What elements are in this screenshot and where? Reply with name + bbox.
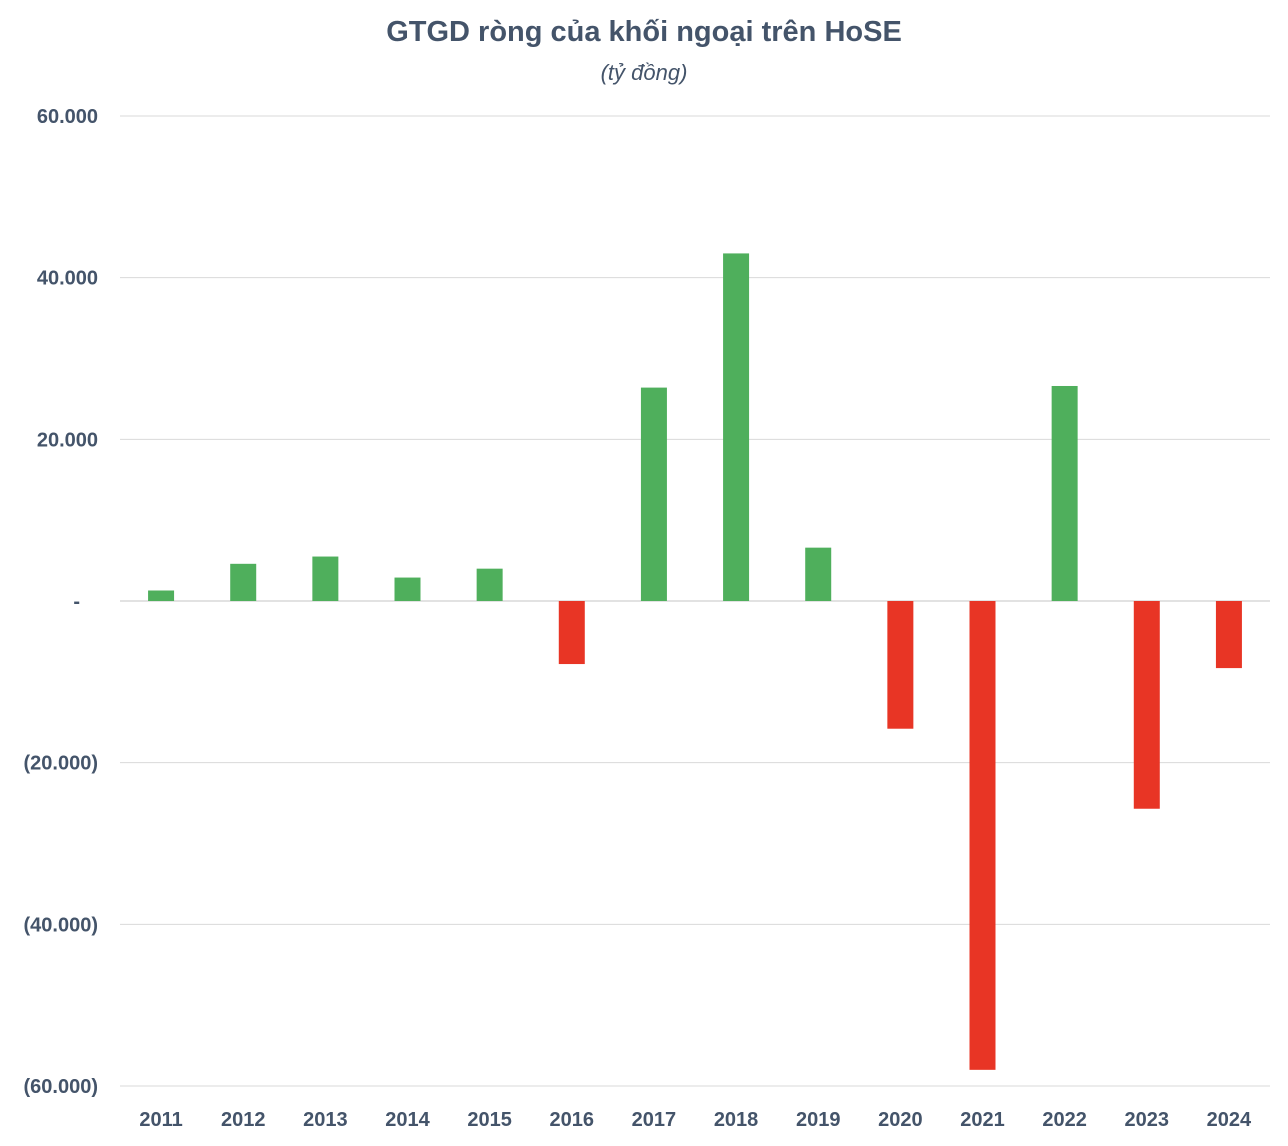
x-tick-label: 2014 [385,1109,430,1131]
y-tick-label: (40.000) [24,914,99,936]
x-tick-label: 2015 [467,1109,512,1131]
bar-2019 [805,547,832,601]
x-tick-label: 2011 [139,1109,182,1131]
bar-2021 [969,601,996,1070]
bar-2016 [558,601,585,665]
y-tick-label: 40.000 [37,268,98,290]
bar-2011 [148,590,175,601]
x-tick-label: 2017 [632,1109,677,1131]
bar-2022 [1051,385,1078,601]
x-tick-label: 2013 [303,1109,348,1131]
chart-title: GTGD ròng của khối ngoại trên HoSE [386,16,902,48]
x-axis-ticks: 2011 2012 2013 2014 2015 2016 2017 2018 2019 2020… [139,1109,1252,1131]
bars [148,253,1242,1070]
x-tick-label: 2019 [796,1109,841,1131]
x-tick-label: 2021 [960,1109,1005,1131]
y-tick-label: 60.000 [37,106,98,128]
bar-2023 [1133,601,1160,809]
y-axis-ticks: 60.000 40.000 20.000 - (20.000) (40.000) (60.0… [24,106,99,1098]
x-tick-label: 2024 [1207,1109,1252,1131]
bar-2012 [230,563,257,601]
y-tick-label: (60.000) [24,1076,99,1098]
x-tick-label: 2016 [550,1109,595,1131]
bar-2018 [723,253,750,601]
bar-2015 [476,568,503,601]
bar-2024 [1215,601,1242,669]
y-tick-label: 20.000 [37,429,98,451]
bar-2014 [394,577,421,601]
bar-2020 [887,601,914,729]
bar-2013 [312,556,339,601]
x-tick-label: 2022 [1042,1109,1087,1131]
bar-2017 [640,387,667,601]
y-tick-label: (20.000) [24,753,99,775]
x-tick-label: 2012 [221,1109,266,1131]
x-tick-label: 2023 [1125,1109,1170,1131]
gridlines [120,115,1270,1087]
chart-subtitle: (tỷ đồng) [600,60,688,85]
y-tick-label: - [73,591,80,613]
x-tick-label: 2018 [714,1109,759,1131]
x-tick-label: 2020 [878,1109,923,1131]
